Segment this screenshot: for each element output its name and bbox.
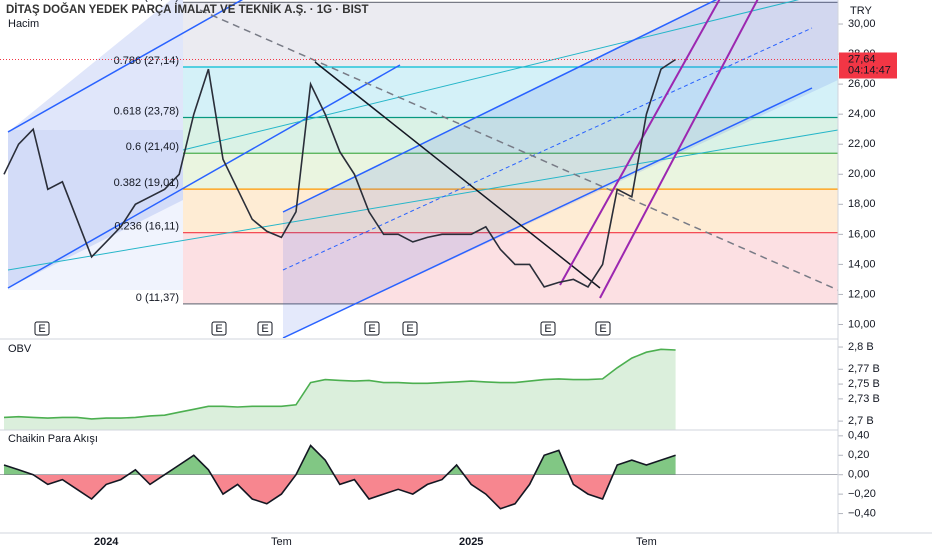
y-tick-label: 0,20 <box>848 449 869 461</box>
y-tick-label: 2,77 B <box>848 363 880 375</box>
y-tick-label: 0,40 <box>848 430 869 442</box>
price-line <box>3 58 677 288</box>
y-tick-label: 26,00 <box>848 78 876 90</box>
y-tick-label: 24,00 <box>848 108 876 120</box>
fib-label: 1 (31,44) <box>135 0 179 2</box>
fib-band <box>8 130 183 290</box>
x-tick-label: Tem <box>271 536 292 548</box>
trend-line <box>559 0 721 286</box>
fib-band <box>183 153 838 190</box>
price-tag-value: 27,64 <box>848 53 876 65</box>
fib-band <box>183 232 838 304</box>
trend-line <box>599 0 759 299</box>
fib-band <box>183 2 838 67</box>
earnings-marker: E <box>599 323 606 335</box>
currency: TRY <box>850 5 872 17</box>
trend-line <box>7 129 838 271</box>
earnings-badge <box>257 321 273 336</box>
volume-label: Hacim <box>8 18 39 30</box>
panes: 30,0028,0026,0024,0022,0020,0018,0016,00… <box>0 0 897 548</box>
indicator-line <box>3 444 676 510</box>
indicator-line <box>3 348 676 420</box>
y-tick-label: 20,00 <box>848 168 876 180</box>
x-tick-label: 2024 <box>94 536 119 548</box>
channel <box>8 0 183 288</box>
earnings-badge <box>540 321 556 336</box>
y-tick-label: 2,73 B <box>848 393 880 405</box>
earnings-badge <box>211 321 227 336</box>
fib-label: 0.618 (23,78) <box>114 105 179 117</box>
area-fill <box>4 349 676 430</box>
trend-line <box>199 9 838 291</box>
y-tick-label: 0,00 <box>848 469 869 481</box>
y-tick-label: 12,00 <box>848 288 876 300</box>
earnings-badge <box>402 321 418 336</box>
channel <box>283 0 838 338</box>
chart-title: DİTAŞ DOĞAN YEDEK PARÇA İMALAT VE TEKNİK… <box>6 3 368 16</box>
fib-band <box>183 189 838 233</box>
earnings-marker: E <box>544 323 551 335</box>
earnings-marker: E <box>406 323 413 335</box>
y-tick-label: 14,00 <box>848 258 876 270</box>
y-tick-label: −0,20 <box>848 488 876 500</box>
earnings-marker: E <box>38 323 45 335</box>
earnings-marker: E <box>368 323 375 335</box>
fib-layer <box>8 1 838 305</box>
trend-line <box>182 0 800 151</box>
pane-title: Chaikin Para Akışı <box>8 433 98 445</box>
y-tick-label: 2,8 B <box>848 341 874 353</box>
y-tick-label: 18,00 <box>848 198 876 210</box>
drawings <box>7 0 838 338</box>
fib-band <box>183 66 838 118</box>
trend-line <box>314 61 601 289</box>
x-tick-label: 2025 <box>459 536 483 548</box>
earnings-marker: E <box>261 323 268 335</box>
fib-label: 0.382 (19,01) <box>114 177 179 189</box>
fib-label: 0 (11,37) <box>136 292 179 304</box>
y-tick-label: 22,00 <box>848 138 876 150</box>
trend-line <box>282 0 718 213</box>
y-tick-label: −0,40 <box>848 507 876 519</box>
trend-line <box>7 0 244 133</box>
trend-line <box>282 27 813 271</box>
y-tick-label: 30,00 <box>848 18 876 30</box>
x-tick-label: Tem <box>636 536 657 548</box>
price-tag-countdown: 04:14:47 <box>848 64 891 76</box>
price-tag <box>839 52 897 79</box>
pane-title: OBV <box>8 343 32 355</box>
earnings-badge <box>595 321 611 336</box>
earnings-badge <box>34 321 50 336</box>
area-fill <box>33 474 614 509</box>
fib-label: 0.6 (21,40) <box>126 141 179 153</box>
y-tick-label: 10,00 <box>848 318 876 330</box>
earnings-badge <box>364 321 380 336</box>
trend-line <box>7 64 401 289</box>
y-tick-label: 2,7 B <box>848 415 874 427</box>
fib-label: 0.786 (27,14) <box>114 55 179 67</box>
y-tick-label: 2,75 B <box>848 378 880 390</box>
y-tick-label: 16,00 <box>848 228 876 240</box>
earnings-marker: E <box>215 323 222 335</box>
trend-line <box>282 87 813 338</box>
fib-label: 0.236 (16,11) <box>114 221 179 233</box>
